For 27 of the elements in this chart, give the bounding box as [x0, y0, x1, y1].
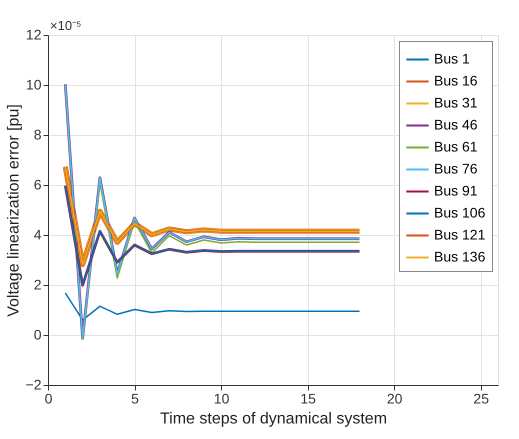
y-tick-label: 8 [34, 126, 42, 142]
y-tick-label: 2 [34, 276, 42, 292]
legend-label: Bus 16 [434, 72, 478, 88]
y-tick-label: 4 [34, 226, 42, 242]
x-tick-label: 20 [386, 390, 403, 406]
x-axis-title: Time steps of dynamical system [160, 410, 388, 428]
y-tick-label: 10 [26, 76, 42, 92]
legend-label: Bus 136 [434, 248, 486, 264]
y-tick-label: 0 [34, 326, 42, 342]
legend-label: Bus 106 [434, 204, 486, 220]
x-tick-label: 25 [473, 390, 490, 406]
y-tick-label: 12 [26, 26, 42, 42]
legend-label: Bus 76 [434, 160, 478, 176]
legend-label: Bus 1 [434, 50, 470, 66]
legend-label: Bus 121 [434, 226, 486, 242]
legend-label: Bus 31 [434, 94, 478, 110]
y-tick-label: 6 [34, 176, 42, 192]
legend-label: Bus 91 [434, 182, 478, 198]
x-tick-label: 5 [131, 390, 140, 406]
text: ×10⁻⁵ [50, 18, 82, 33]
legend-label: Bus 46 [434, 116, 478, 132]
x-tick-label: 10 [214, 390, 230, 406]
y-axis-title: Voltage linearization error [pu] [6, 104, 23, 317]
x-tick-label: 15 [300, 390, 316, 406]
x-tick-label: 0 [44, 390, 53, 406]
y-tick-label: −2 [26, 376, 42, 392]
legend-label: Bus 61 [434, 138, 478, 154]
